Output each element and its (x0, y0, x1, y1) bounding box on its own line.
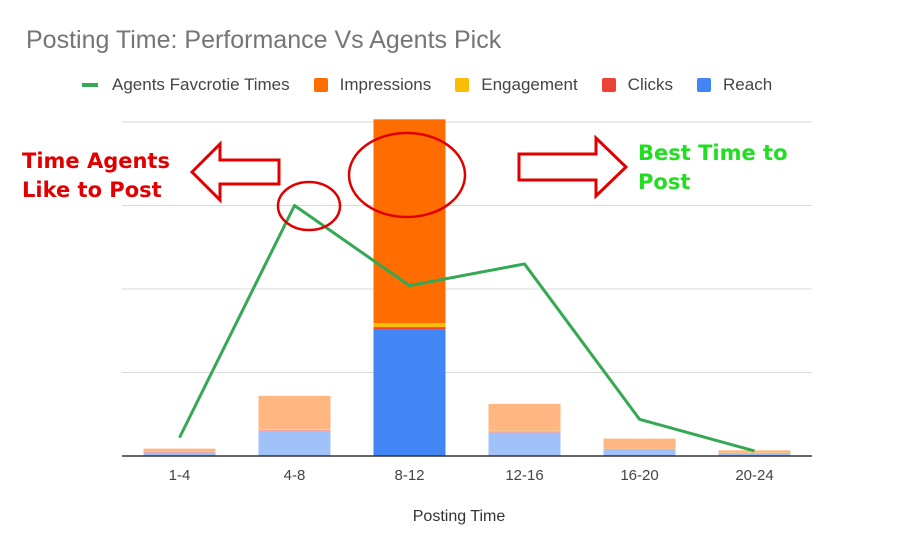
bar-segment-clicks (373, 327, 446, 330)
bar-segment-engagement (373, 323, 446, 328)
bar-segment-engagement (258, 429, 331, 430)
bar-segment-impressions (373, 119, 446, 324)
bar-segment-reach (143, 452, 216, 456)
x-tick-label: 4-8 (284, 467, 306, 484)
legend: Agents Favcrotie Times Impressions Engag… (82, 73, 796, 97)
x-tick-label: 8-12 (394, 467, 424, 484)
annotation-best-time: Best Time to Post (638, 139, 788, 197)
legend-label: Agents Favcrotie Times (112, 75, 290, 94)
legend-item-agents-times[interactable]: Agents Favcrotie Times (82, 75, 290, 95)
chart-title: Posting Time: Performance Vs Agents Pick (26, 26, 502, 54)
bar-segment-clicks (258, 429, 331, 431)
annotation-line: Time Agents (22, 149, 170, 173)
legend-swatch (601, 78, 616, 92)
bar-segment-reach (488, 432, 561, 456)
x-tick-label: 16-20 (620, 467, 658, 484)
right-arrow-icon (517, 134, 629, 200)
legend-swatch (455, 78, 470, 92)
legend-item-engagement[interactable]: Engagement (455, 75, 578, 95)
annotation-agents-like: Time Agents Like to Post (22, 147, 170, 205)
bar-segment-impressions (718, 450, 791, 453)
bar-segment-impressions (258, 395, 331, 430)
x-tick-label: 1-4 (169, 467, 191, 484)
bar-segment-reach (258, 430, 331, 456)
legend-item-clicks[interactable]: Clicks (601, 75, 674, 95)
highlight-circle-best-bar (347, 131, 467, 219)
legend-label: Engagement (481, 75, 578, 94)
bar-segment-clicks (488, 431, 561, 433)
annotation-line: Post (638, 170, 691, 194)
bar-segment-engagement (488, 430, 561, 432)
legend-label: Clicks (627, 75, 674, 94)
legend-swatch (313, 78, 328, 92)
left-arrow-icon (189, 140, 281, 204)
highlight-circle-peak (276, 180, 342, 232)
bar-segment-reach (603, 449, 676, 456)
bar-segment-impressions (603, 438, 676, 449)
bar-segment-reach (718, 453, 791, 456)
bar-segment-impressions (488, 403, 561, 431)
bar-segment-impressions (143, 448, 216, 452)
x-tick-label: 20-24 (735, 467, 773, 484)
annotation-line: Like to Post (22, 178, 162, 202)
annotation-line: Best Time to (638, 141, 788, 165)
legend-label: Impressions (339, 75, 432, 94)
legend-label: Reach (723, 75, 773, 94)
legend-line-marker (82, 83, 98, 87)
x-axis-title: Posting Time (412, 508, 506, 525)
x-tick-label: 12-16 (505, 467, 543, 484)
legend-item-reach[interactable]: Reach (697, 75, 772, 95)
bar-segment-clicks (143, 451, 216, 453)
legend-swatch (697, 78, 712, 92)
line-series-agents-times (178, 204, 755, 453)
legend-item-impressions[interactable]: Impressions (313, 75, 432, 95)
bar-segment-reach (373, 329, 446, 456)
